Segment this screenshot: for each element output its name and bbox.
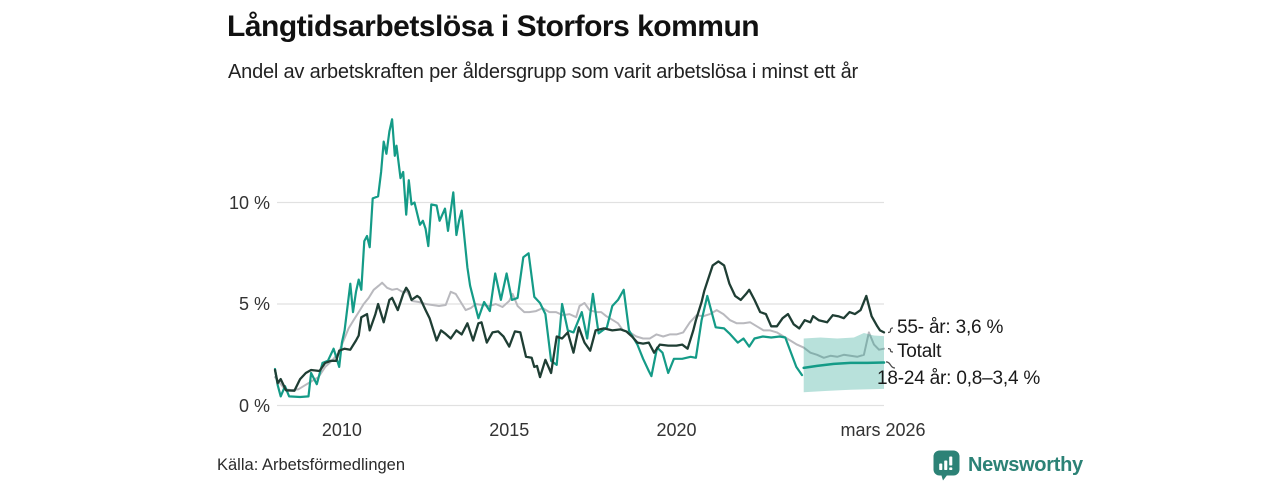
x-tick-2020: 2020 [656,420,697,440]
leader-line-1 [887,348,894,353]
leader-line-0 [887,327,894,334]
x-tick-mars-2026: mars 2026 [840,420,926,440]
annotation-55-ar: 55- år: 3,6 % [897,317,1004,338]
line-18-24-r-prognos- [802,361,886,370]
chart-subtitle: Andel av arbetskraften per åldersgrupp s… [228,61,858,83]
annotation-totalt: Totalt [897,341,942,362]
newsworthy-bubble-chart-icon [933,450,960,481]
line-18-24-r [273,118,804,399]
newsworthy-wordmark: Newsworthy [968,454,1083,476]
y-tick-10: 10 % [228,192,270,213]
x-tick-2010: 2010 [321,420,362,440]
y-tick-5: 5 % [238,294,270,314]
leader-line-2 [885,361,896,369]
newsworthy-logo: Newsworthy [933,450,1083,481]
annotation-18-24-ar: 18-24 år: 0,8–3,4 % [877,368,1041,389]
source-note: Källa: Arbetsförmedlingen [217,456,406,474]
page-title: Långtidsarbetslösa i Storfors kommun [227,10,760,43]
line-55--r [273,260,886,392]
line-totalt [274,281,885,392]
y-tick-0: 0 % [238,395,270,416]
x-tick-2015: 2015 [489,420,530,440]
